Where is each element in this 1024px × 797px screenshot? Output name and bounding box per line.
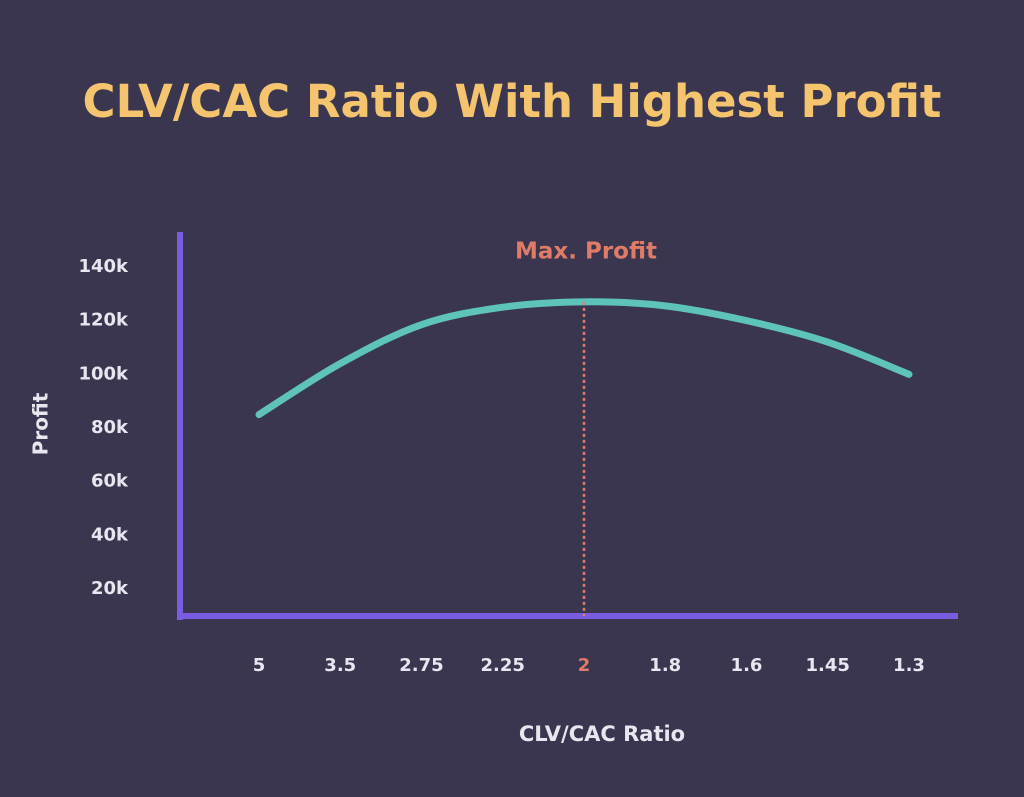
x-tick-label: 2 xyxy=(578,655,591,676)
annotation: Max. Profit xyxy=(515,239,657,265)
x-tick-label: 2.75 xyxy=(399,655,443,676)
x-axis-label: CLV/CAC Ratio xyxy=(519,722,685,746)
line xyxy=(255,298,913,419)
x-tick-label: 5 xyxy=(253,655,266,676)
y-tick-label: 40k xyxy=(91,524,129,545)
x-tick-label: 1.6 xyxy=(731,655,763,676)
x-tick-label: 3.5 xyxy=(324,655,356,676)
y-tick-label: 20k xyxy=(91,578,129,599)
y-tick-label: 100k xyxy=(78,363,129,384)
x-tick-label: 1.8 xyxy=(649,655,681,676)
x-tick-label: 1.3 xyxy=(893,655,925,676)
y-tick-label: 140k xyxy=(78,256,129,277)
y-tick-label: 60k xyxy=(91,471,129,492)
y-tick-label: 120k xyxy=(78,310,129,331)
y-tick-label: 80k xyxy=(91,417,129,438)
y-axis-label: Profit xyxy=(29,392,53,455)
chart-title: CLV/CAC Ratio With Highest Profit xyxy=(83,75,942,128)
x-tick-label: 1.45 xyxy=(806,655,850,676)
x-tick-label: 2.25 xyxy=(481,655,525,676)
